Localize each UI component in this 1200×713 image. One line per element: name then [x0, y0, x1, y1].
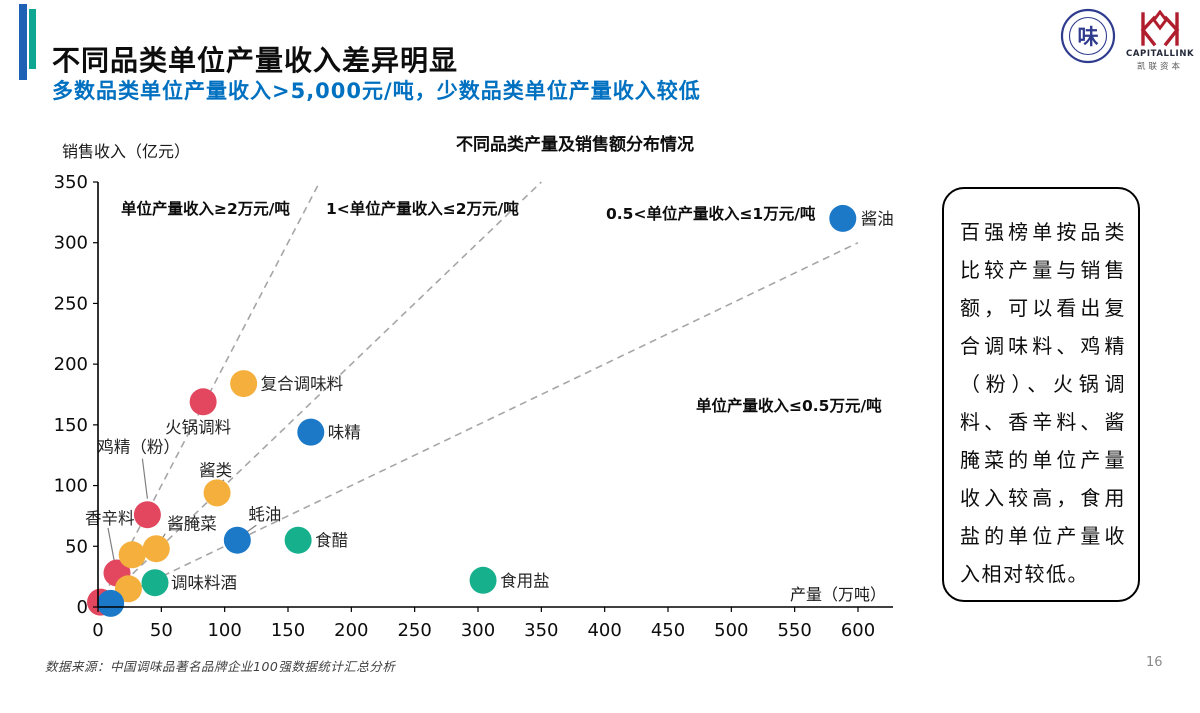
y-tick-label: 300: [54, 233, 88, 254]
y-tick-label: 50: [65, 536, 88, 557]
capitallink-logo-icon: CAPITALLINK 凯联资本: [1126, 10, 1194, 76]
y-tick-label: 200: [54, 354, 88, 375]
capitallink-cn-name: 凯联资本: [1136, 62, 1183, 72]
point-酱腌菜: [142, 535, 170, 563]
boundary-line-1: [97, 181, 542, 608]
point-label-香辛料: 香辛料: [85, 509, 135, 528]
x-tick-label: 200: [334, 620, 368, 641]
y-tick-label: 250: [54, 293, 88, 314]
boundary-line-0: [97, 181, 321, 608]
chart-title: 不同品类产量及销售额分布情况: [456, 134, 694, 155]
x-axis-title: 产量（万吨）: [790, 585, 886, 604]
region-label-0: 单位产量收入≥2万元/吨: [121, 199, 290, 218]
point-label-食用盐: 食用盐: [500, 571, 549, 590]
x-tick-label: 500: [714, 620, 748, 641]
page-number: 16: [1146, 655, 1163, 670]
boundary-line-2: [97, 241, 859, 608]
x-tick-label: 100: [207, 620, 241, 641]
point-unlabeled: [97, 589, 125, 617]
point-味精: [297, 418, 325, 446]
annotation-text: 百强榜单按品类比较产量与销售额，可以看出复合调味料、鸡精（粉）、火锅调料、香辛料…: [960, 220, 1126, 586]
x-tick-label: 350: [524, 620, 558, 641]
point-label-火锅调料: 火锅调料: [165, 418, 231, 437]
x-tick-label: 150: [271, 620, 305, 641]
point-食用盐: [469, 566, 497, 594]
y-tick-label: 100: [54, 476, 88, 497]
y-tick-label: 350: [54, 172, 88, 193]
point-label-酱类: 酱类: [199, 461, 232, 480]
data-source-note: 数据来源：中国调味品著名品牌企业100强数据统计汇总分析: [45, 659, 396, 674]
point-调味料酒: [141, 569, 169, 597]
accent-bar-teal: [29, 9, 36, 69]
point-label-酱腌菜: 酱腌菜: [167, 515, 217, 534]
x-tick-label: 250: [397, 620, 431, 641]
annotation-box: 百强榜单按品类比较产量与销售额，可以看出复合调味料、鸡精（粉）、火锅调料、香辛料…: [942, 187, 1140, 602]
association-center-char: 味: [1078, 25, 1099, 49]
capitallink-monogram-icon: [1140, 10, 1180, 47]
point-label-味精: 味精: [328, 423, 361, 442]
point-酱类: [203, 479, 231, 507]
x-tick-label: 400: [587, 620, 621, 641]
y-axis-title: 销售收入（亿元）: [62, 142, 190, 161]
point-label-蚝油: 蚝油: [248, 505, 281, 524]
point-复合调味料: [230, 370, 258, 398]
point-食醋: [284, 526, 312, 554]
association-seal-svg: 味: [1060, 8, 1116, 64]
point-label-鸡精（粉）: 鸡精（粉）: [97, 438, 179, 457]
point-蚝油: [223, 526, 251, 554]
association-seal-icon: 味: [1060, 8, 1116, 64]
leader-line: [107, 527, 116, 566]
point-label-复合调味料: 复合调味料: [261, 375, 344, 394]
x-tick-label: 300: [461, 620, 495, 641]
x-tick-label: 600: [841, 620, 875, 641]
scatter-chart: 不同品类产量及销售额分布情况 销售收入（亿元） 产量（万吨） 单位产量收入≥2万元/吨…: [54, 134, 894, 641]
x-tick-label: 50: [150, 620, 173, 641]
point-酱油: [829, 204, 857, 232]
page-subtitle: 多数品类单位产量收入>5,000元/吨，少数品类单位产量收入较低: [52, 79, 701, 104]
accent-bar-blue: [19, 4, 27, 80]
point-label-酱油: 酱油: [861, 209, 894, 228]
point-鸡精（粉）: [133, 501, 161, 529]
y-tick-label: 150: [54, 415, 88, 436]
point-unlabeled: [118, 541, 146, 569]
leader-line: [141, 458, 148, 499]
point-label-食醋: 食醋: [315, 531, 348, 550]
region-label-3: 单位产量收入≤0.5万元/吨: [696, 396, 882, 415]
x-tick-label: 0: [92, 620, 103, 641]
region-label-1: 1<单位产量收入≤2万元/吨: [326, 199, 519, 218]
x-tick-label: 550: [777, 620, 811, 641]
y-tick-label: 0: [77, 597, 88, 618]
x-tick-label: 450: [651, 620, 685, 641]
point-火锅调料: [189, 388, 217, 416]
point-label-调味料酒: 调味料酒: [171, 574, 237, 593]
capitallink-name: CAPITALLINK: [1126, 49, 1195, 59]
region-label-2: 0.5<单位产量收入≤1万元/吨: [606, 204, 816, 223]
page-title: 不同品类单位产量收入差异明显: [52, 43, 459, 77]
